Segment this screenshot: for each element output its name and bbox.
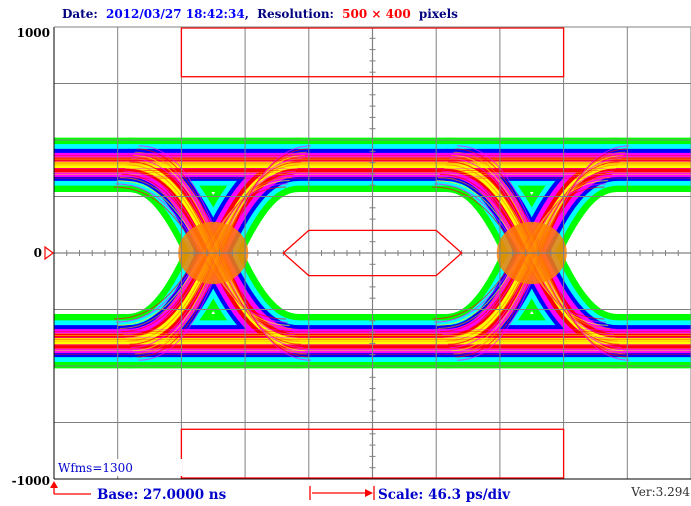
y-tick-label-top: 1000 (17, 26, 50, 40)
plot-area (54, 27, 691, 479)
resolution-label: Resolution: (257, 7, 334, 21)
mask (180, 27, 565, 479)
date-value: 2012/03/27 18:42:34 (106, 7, 245, 21)
mask-upper-region (180, 27, 565, 78)
zero-marker-icon (44, 245, 54, 261)
mask-lower-region (180, 428, 565, 479)
base-marker (50, 481, 91, 495)
base-label: Base: 27.0000 ns (97, 487, 227, 503)
grid (54, 27, 691, 479)
resolution-unit: pixels (419, 7, 458, 21)
y-tick-label-bottom: -1000 (12, 474, 50, 488)
header-line: Date: 2012/03/27 18:42:34, Resolution: 5… (62, 7, 458, 21)
y-tick-label-zero: 0 (34, 246, 42, 260)
scale-marker (309, 486, 375, 500)
version-label: Ver:3.294 (630, 485, 690, 499)
header-separator: , (245, 7, 249, 21)
scale-label: Scale: 46.3 ps/div (378, 487, 511, 503)
resolution-value: 500 × 400 (342, 7, 411, 21)
date-label: Date: (62, 7, 98, 21)
waveform-count: Wfms=1300 (58, 461, 133, 475)
mask-center-polygon (282, 229, 463, 277)
